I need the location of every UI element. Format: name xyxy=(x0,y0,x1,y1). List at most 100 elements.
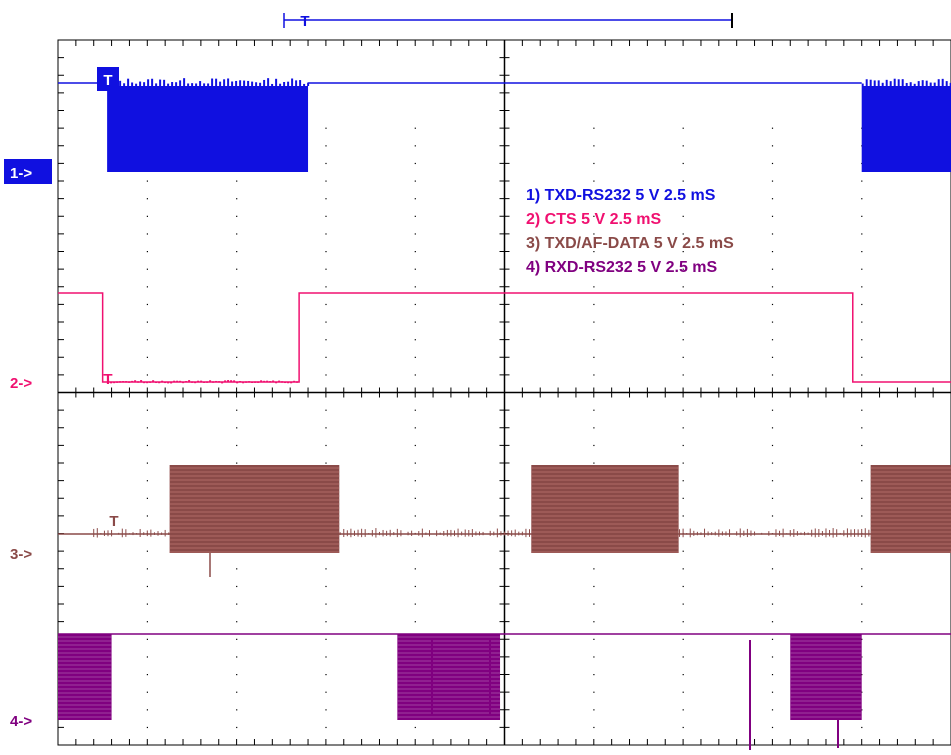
grid-dot xyxy=(771,145,774,147)
ch2-noise xyxy=(179,380,182,383)
grid-dot xyxy=(414,480,416,482)
ch1-burst-edge xyxy=(259,82,262,86)
grid-dot xyxy=(325,409,327,411)
grid-dot xyxy=(414,286,416,288)
grid-dot xyxy=(771,268,774,270)
grid-dot xyxy=(236,568,238,570)
grid-dot xyxy=(682,268,684,270)
grid-dot xyxy=(325,621,327,623)
grid-dot xyxy=(414,568,416,570)
grid-dot xyxy=(682,497,684,499)
ch2-noise xyxy=(215,380,218,383)
grid-dot xyxy=(682,145,684,147)
grid-dot xyxy=(236,409,238,411)
grid-dot xyxy=(771,515,774,517)
channel-marker-1: 1-> xyxy=(4,159,52,184)
grid-dot xyxy=(236,638,238,640)
ch2-noise xyxy=(128,381,131,383)
grid-dot xyxy=(771,180,774,182)
grid-dot xyxy=(771,480,774,482)
ch1-burst-edge xyxy=(937,79,940,86)
grid-dot xyxy=(861,321,863,323)
grid-dot xyxy=(236,180,238,182)
ch1-burst-edge xyxy=(275,78,278,86)
grid-dot xyxy=(861,674,863,676)
legend-entry-3: 3) TXD/AF-DATA 5 V 2.5 mS xyxy=(526,235,734,252)
grid-dot xyxy=(593,444,595,447)
ch1-burst-edge xyxy=(119,80,122,86)
grid-dot xyxy=(861,603,863,605)
ch2-noise xyxy=(227,380,230,382)
ch1-burst-edge xyxy=(147,79,150,86)
ch2-noise xyxy=(110,381,113,384)
ch1-burst-edge xyxy=(889,81,892,86)
grid-dot xyxy=(325,427,327,429)
ch1-trigger-box xyxy=(97,67,119,91)
grid-dot xyxy=(861,409,863,411)
ch2-noise xyxy=(290,381,293,384)
grid-dot xyxy=(682,286,684,288)
grid-dot xyxy=(682,674,684,676)
ch2-noise xyxy=(281,381,284,383)
grid-dot xyxy=(593,198,595,200)
ch2-noise xyxy=(248,381,251,383)
grid-dot xyxy=(593,251,595,253)
ch1-burst-edge xyxy=(941,78,944,86)
ch2-noise xyxy=(212,381,215,383)
timebase-bracket: T xyxy=(283,13,733,30)
grid-dot xyxy=(682,198,684,200)
grid-dot xyxy=(771,656,774,658)
grid-dot xyxy=(593,585,595,588)
grid-dot xyxy=(682,162,684,165)
ch1-burst-edge xyxy=(135,83,138,86)
grid-dot xyxy=(414,374,416,376)
grid-dot xyxy=(146,233,148,235)
grid-dot xyxy=(682,127,684,129)
grid-dot xyxy=(771,427,774,429)
ch2-noise xyxy=(194,381,197,384)
grid-dot xyxy=(861,550,863,552)
grid-dot xyxy=(593,674,595,676)
ch1-burst-edge xyxy=(191,83,194,86)
ch1-burst-edge xyxy=(235,80,238,86)
grid-dot xyxy=(146,251,148,253)
grid-dot xyxy=(771,638,774,640)
grid-dot xyxy=(146,585,148,588)
ch1-burst-edge xyxy=(267,78,270,86)
grid-dot xyxy=(861,180,863,182)
channel-markers: 1-> 2-> 3-> 4-> xyxy=(4,159,52,730)
grid-dot xyxy=(682,180,684,182)
grid-dot xyxy=(325,674,327,676)
grid-dot xyxy=(861,444,863,447)
ch2-noise xyxy=(197,380,200,383)
grid-dot xyxy=(861,691,863,693)
grid-dot xyxy=(771,674,774,676)
grid-dot xyxy=(771,339,774,341)
grid-dot xyxy=(682,550,684,552)
grid-dot xyxy=(861,515,863,517)
ch2-noise xyxy=(164,381,167,384)
grid-dot xyxy=(146,339,148,341)
channel-marker-box xyxy=(4,159,52,184)
grid-dot xyxy=(325,709,327,711)
grid-dot xyxy=(146,268,148,270)
grid-dot xyxy=(236,427,238,429)
grid-dot xyxy=(593,462,595,464)
grid-dot xyxy=(414,339,416,341)
grid-dot xyxy=(236,356,238,358)
grid-dot xyxy=(771,198,774,200)
grid-dot xyxy=(861,497,863,499)
ch1-burst-edge xyxy=(921,80,924,86)
grid-dot xyxy=(146,180,148,182)
grid-dot xyxy=(682,215,684,217)
grid-dot xyxy=(593,656,595,658)
grid-dot xyxy=(414,180,416,182)
grid-dot xyxy=(593,145,595,147)
ch2-noise xyxy=(155,381,158,384)
ch1-burst-edge xyxy=(231,81,234,86)
ch1-burst-edge xyxy=(291,78,294,86)
ch1-burst-edge xyxy=(877,80,880,86)
ch2-noise xyxy=(245,381,248,383)
ch1-burst-edge xyxy=(307,82,310,86)
grid-dot xyxy=(146,550,148,552)
